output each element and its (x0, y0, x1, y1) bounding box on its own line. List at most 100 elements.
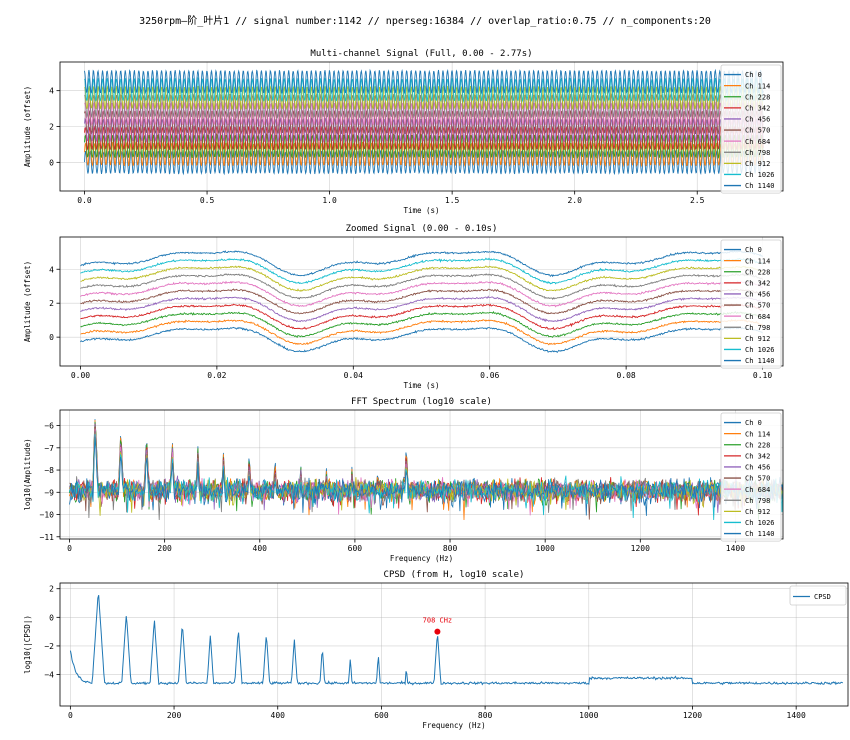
y-tick-label: 4 (49, 87, 54, 96)
y-tick-label: −9 (44, 488, 54, 497)
series-line-ch5 (69, 426, 783, 520)
x-axis-label: Frequency (Hz) (422, 721, 485, 730)
series-line-ch3 (84, 125, 764, 152)
series-line-ch8 (69, 433, 783, 516)
legend-label: Ch 570 (745, 475, 770, 483)
y-tick-label: 2 (49, 585, 54, 594)
plot-area (69, 594, 844, 686)
series-line-ch8 (80, 265, 763, 292)
x-tick-label: 400 (253, 544, 268, 553)
legend-label: Ch 114 (745, 82, 770, 90)
legend-label: Ch 684 (745, 313, 770, 321)
y-tick-label: 0 (49, 158, 54, 167)
series-line-ch8 (84, 84, 764, 111)
y-axis-label: log10(Amplitude) (23, 438, 32, 510)
subplot-4: 708 CHz 0 200 400 600 800 1000 1200 1400 −4 −2 0 2 CP… (23, 570, 849, 730)
legend-label: Ch 456 (745, 464, 770, 472)
y-tick-label: −10 (40, 511, 55, 520)
y-tick-label: 0 (49, 613, 54, 622)
legend-label: Ch 912 (745, 335, 770, 343)
series-line-ch2 (84, 133, 764, 160)
series-line-ch7 (80, 272, 763, 300)
y-tick-label: 2 (49, 299, 54, 308)
x-tick-label: 0.02 (207, 371, 226, 380)
series-line-ch6 (84, 100, 764, 128)
legend-label: Ch 570 (745, 127, 770, 135)
x-tick-label: 400 (271, 711, 286, 720)
legend-label: Ch 456 (745, 116, 770, 124)
series-line-ch4 (84, 117, 764, 144)
series-line-ch9 (84, 76, 764, 103)
cpsd-line (69, 594, 844, 686)
legend-label: Ch 912 (745, 508, 770, 516)
legend-box (789, 585, 847, 606)
x-tick-label: 1200 (631, 544, 650, 553)
legend-label: Ch 1026 (745, 519, 775, 527)
x-tick-label: 0 (67, 544, 72, 553)
legend-label: Ch 228 (745, 441, 770, 449)
series-line-ch10 (84, 68, 764, 95)
series-line-ch1 (80, 318, 763, 346)
legend-label: Ch 114 (745, 257, 770, 265)
legend-label: Ch 570 (745, 302, 770, 310)
series-line-ch0 (84, 149, 764, 176)
legend-label: Ch 684 (745, 486, 770, 494)
y-tick-label: 0 (49, 333, 54, 342)
series-line-ch0 (80, 326, 763, 354)
x-tick-label: 2.5 (690, 196, 705, 205)
legend: CPSD (789, 585, 847, 606)
series-line-ch9 (80, 257, 763, 285)
legend-label: Ch 228 (745, 93, 770, 101)
plot-area (69, 419, 783, 521)
y-tick-label: −2 (44, 642, 54, 651)
y-axis-label: Amplitude (offset) (23, 86, 32, 167)
y-tick-label: −11 (40, 533, 55, 542)
figure-suptitle: 3250rpm—阶_叶片1 // signal number:1142 // n… (139, 16, 711, 27)
series-line-ch10 (69, 436, 783, 516)
y-tick-label: 2 (49, 123, 54, 132)
x-tick-label: 1.0 (322, 196, 337, 205)
series-line-ch3 (80, 303, 763, 331)
x-tick-label: 800 (478, 711, 493, 720)
x-tick-label: 2.0 (567, 196, 582, 205)
y-axis-label: Amplitude (offset) (23, 261, 32, 342)
x-tick-label: 200 (157, 544, 172, 553)
series-line-ch5 (84, 109, 764, 135)
legend-label: Ch 1140 (745, 530, 775, 538)
x-tick-label: 0.08 (616, 371, 635, 380)
x-tick-label: 0.0 (77, 196, 92, 205)
legend-label: Ch 1140 (745, 182, 775, 190)
legend-label: Ch 114 (745, 430, 770, 438)
y-tick-label: −7 (44, 444, 54, 453)
legend-label: Ch 912 (745, 160, 770, 168)
x-axis-label: Time (s) (403, 206, 439, 215)
series-line-ch2 (80, 310, 763, 338)
legend-label: Ch 798 (745, 497, 770, 505)
x-tick-label: 200 (167, 711, 182, 720)
legend-label: Ch 342 (745, 279, 770, 287)
series-line-ch7 (69, 431, 783, 521)
legend: Ch 0 Ch 114 Ch 228 Ch 342 Ch 456 Ch 570 Ch 684… (720, 64, 782, 194)
x-axis-label: Frequency (Hz) (390, 554, 453, 563)
legend-label: Ch 342 (745, 104, 770, 112)
x-tick-label: 0.5 (200, 196, 215, 205)
series-line-ch9 (69, 433, 783, 521)
y-tick-label: −6 (44, 422, 54, 431)
x-tick-label: 1400 (726, 544, 745, 553)
y-tick-label: 4 (49, 265, 54, 274)
x-tick-label: 0.06 (480, 371, 499, 380)
x-tick-label: 1000 (579, 711, 598, 720)
series-line-ch3 (69, 423, 783, 516)
legend-label: Ch 1140 (745, 357, 775, 365)
x-tick-label: 1200 (683, 711, 702, 720)
peak-annotation: 708 CHz (423, 617, 453, 625)
subplot-title: Multi-channel Signal (Full, 0.00 - 2.77s… (310, 49, 532, 59)
legend-label: Ch 0 (745, 419, 762, 427)
y-tick-label: −8 (44, 466, 54, 475)
legend-label: Ch 228 (745, 268, 770, 276)
series-line-ch10 (80, 250, 763, 278)
legend-label: Ch 1026 (745, 346, 775, 354)
subplot-2: 0.00 0.02 0.04 0.06 0.08 0.10 0 2 4 Zoomed Signal… (23, 224, 784, 390)
